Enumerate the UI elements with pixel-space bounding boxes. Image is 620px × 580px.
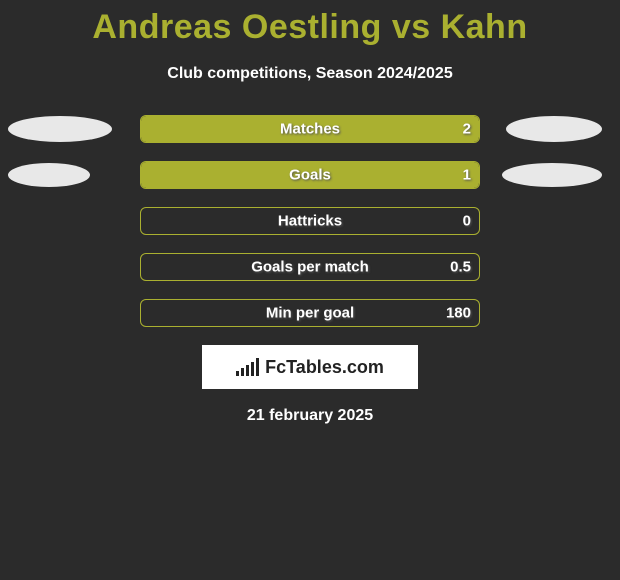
bar-label: Hattricks xyxy=(278,213,342,230)
logo: FcTables.com xyxy=(236,357,384,378)
stat-row: Goals 1 xyxy=(0,161,620,189)
bar-label: Min per goal xyxy=(266,305,354,322)
bar-label: Goals per match xyxy=(251,259,369,276)
bars-icon xyxy=(236,358,259,376)
date-text: 21 february 2025 xyxy=(0,407,620,425)
stat-row: Goals per match 0.5 xyxy=(0,253,620,281)
ellipse-icon xyxy=(8,163,90,187)
ellipse-icon xyxy=(502,163,602,187)
bar-value: 0.5 xyxy=(450,259,471,276)
stat-row: Min per goal 180 xyxy=(0,299,620,327)
ellipse-icon xyxy=(506,116,602,142)
bar-value: 180 xyxy=(446,305,471,322)
bar-track: Goals 1 xyxy=(140,161,480,189)
bar-value: 1 xyxy=(463,167,471,184)
bar-label: Goals xyxy=(289,167,331,184)
ellipse-icon xyxy=(8,116,112,142)
bar-value: 2 xyxy=(463,121,471,138)
comparison-chart: Matches 2 Goals 1 Hattricks 0 Goals per match 0… xyxy=(0,115,620,327)
logo-text: FcTables.com xyxy=(265,357,384,378)
bar-track: Hattricks 0 xyxy=(140,207,480,235)
logo-box: FcTables.com xyxy=(202,345,418,389)
page-title: Andreas Oestling vs Kahn xyxy=(0,0,620,47)
bar-track: Goals per match 0.5 xyxy=(140,253,480,281)
bar-value: 0 xyxy=(463,213,471,230)
stat-row: Matches 2 xyxy=(0,115,620,143)
bar-label: Matches xyxy=(280,121,340,138)
subtitle: Club competitions, Season 2024/2025 xyxy=(0,65,620,83)
bar-track: Min per goal 180 xyxy=(140,299,480,327)
bar-track: Matches 2 xyxy=(140,115,480,143)
stat-row: Hattricks 0 xyxy=(0,207,620,235)
